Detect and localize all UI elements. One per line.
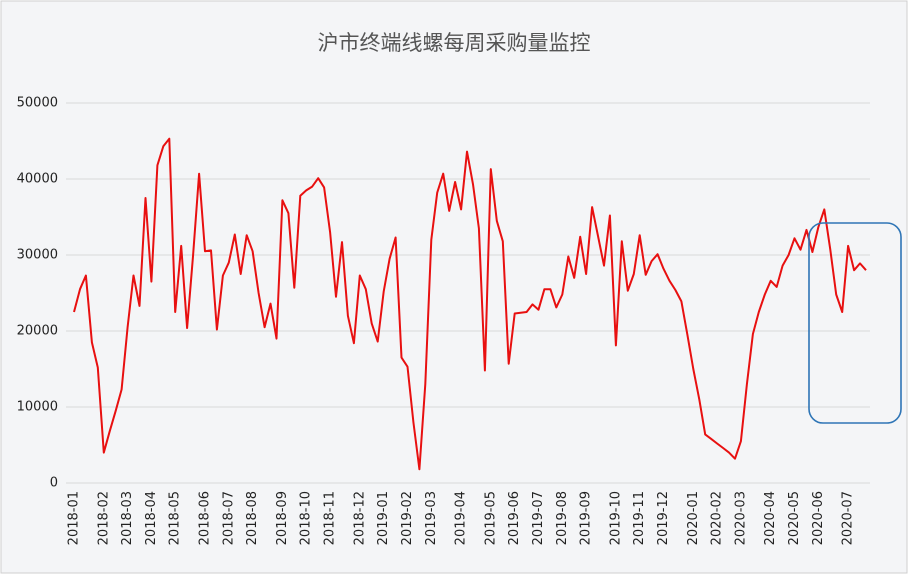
x-tick-label: 2019-02: [400, 491, 415, 545]
x-tick-label: 2019-05: [483, 491, 498, 545]
y-tick-label: 20000: [17, 324, 58, 339]
x-tick-label: 2018-05: [168, 491, 183, 545]
x-tick-label: 2019-03: [424, 491, 439, 545]
x-tick-label: 2019-10: [608, 491, 623, 545]
x-tick-label: 2020-02: [710, 491, 725, 545]
x-tick-label: 2018-11: [323, 491, 338, 545]
x-tick-label: 2019-09: [579, 491, 594, 545]
y-tick-label: 10000: [17, 400, 58, 415]
x-tick-label: 2018-07: [221, 491, 236, 545]
x-tick-label: 2020-05: [787, 491, 802, 545]
x-tick-label: 2020-06: [811, 491, 826, 545]
x-tick-label: 2019-08: [555, 491, 570, 545]
x-tick-label: 2020-04: [763, 491, 778, 545]
x-tick-label: 2020-01: [686, 491, 701, 545]
x-tick-label: 2019-04: [454, 491, 469, 545]
y-tick-label: 30000: [17, 248, 58, 263]
x-tick-label: 2018-08: [245, 491, 260, 545]
x-tick-label: 2018-01: [67, 491, 82, 545]
x-tick-label: 2019-12: [656, 491, 671, 545]
data-line: [73, 137, 867, 471]
x-tick-label: 2018-09: [275, 491, 290, 545]
y-tick-label: 0: [50, 476, 58, 491]
x-tick-label: 2020-03: [733, 491, 748, 545]
y-tick-label: 40000: [17, 172, 58, 187]
highlight-box: [808, 222, 902, 424]
x-tick-label: 2018-10: [299, 491, 314, 545]
x-tick-label: 2019-01: [376, 491, 391, 545]
x-tick-label: 2018-12: [352, 491, 367, 545]
x-tick-label: 2018-06: [198, 491, 213, 545]
chart-title: 沪市终端线螺每周采购量监控: [318, 31, 591, 55]
x-tick-label: 2019-06: [507, 491, 522, 545]
x-tick-label: 2018-02: [96, 491, 111, 545]
plot: 0 10000 20000 30000 40000 50000 2018-01 2018-02…: [17, 96, 870, 545]
x-tick-label: 2019-11: [632, 491, 647, 545]
x-tick-label: 2018-03: [120, 491, 135, 545]
x-tick-label: 2020-07: [841, 491, 856, 545]
y-tick-label: 50000: [17, 96, 58, 111]
x-tick-label: 2019-07: [531, 491, 546, 545]
x-tick-label: 2018-04: [144, 491, 159, 545]
